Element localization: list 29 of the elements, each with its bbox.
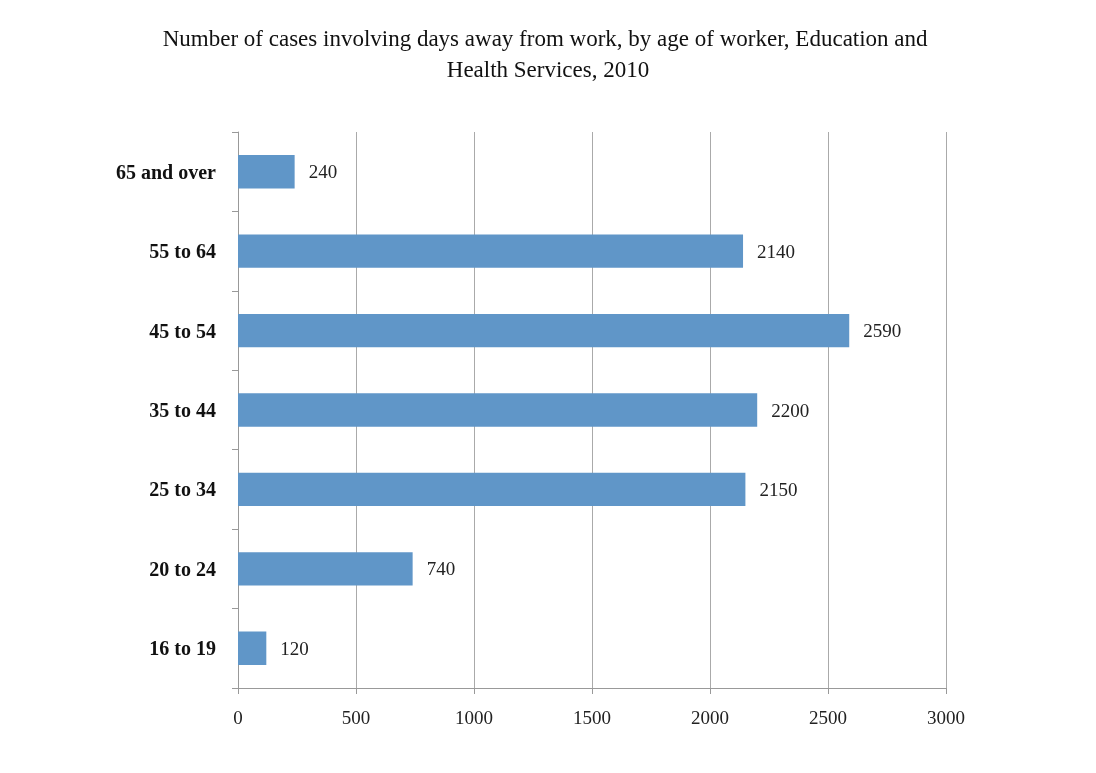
data-label: 120 [280,637,309,659]
bar [238,234,744,268]
bar [238,313,850,348]
x-tick-label: 2000 [691,707,729,728]
data-label: 2590 [863,320,902,342]
x-tick-label: 0 [233,707,243,728]
x-tick-label: 2500 [809,707,847,728]
bar [238,393,758,427]
y-tick-label: 35 to 44 [149,399,216,421]
bar [238,472,746,507]
data-label: 2140 [757,240,796,262]
x-tick-label: 3000 [927,707,965,728]
y-tick-label: 65 and over [116,160,217,183]
data-label: 240 [308,161,338,183]
x-tick-label: 1000 [455,707,493,728]
y-tick-label: 20 to 24 [149,557,216,580]
chart-title: Number of cases involving days away from work, by age of worker, Education and Health Services, 2010 [162,26,934,82]
y-tick-label: 45 to 54 [149,319,216,342]
x-tick-label: 500 [341,707,371,728]
y-tick-label: 16 to 19 [149,637,216,660]
bar [238,631,267,665]
y-tick-label: 55 to 64 [149,240,216,263]
data-label: 2150 [759,478,798,500]
x-tick-label: 1500 [573,707,611,728]
data-label: 740 [426,558,456,580]
bar [238,552,413,586]
data-label: 2200 [771,399,810,421]
bar [238,155,295,189]
y-tick-label: 25 to 34 [149,478,216,501]
